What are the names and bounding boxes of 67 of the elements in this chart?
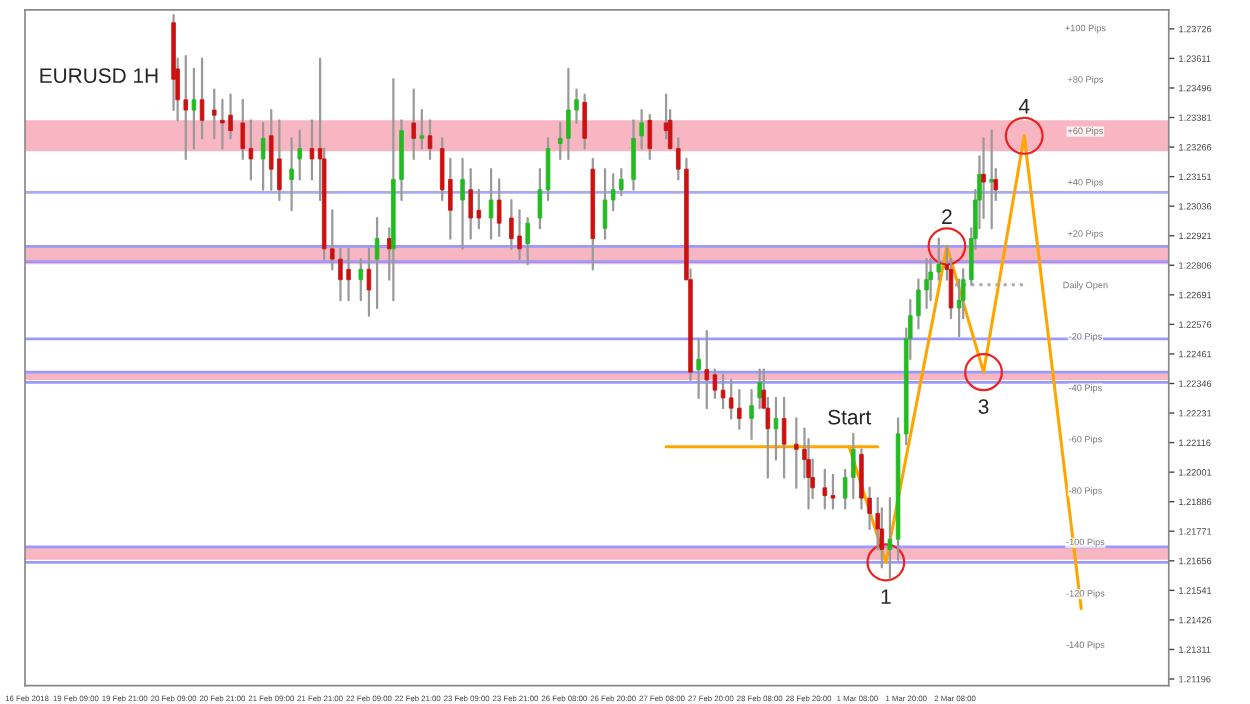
candlestick [220, 98, 225, 150]
candlestick [765, 396, 771, 479]
candlestick [639, 108, 644, 150]
candlestick [525, 216, 530, 266]
candlestick [297, 129, 302, 181]
candlestick [773, 396, 779, 461]
candlestick [647, 114, 653, 161]
candlestick [936, 237, 942, 281]
candlestick [728, 378, 734, 420]
candlestick [183, 55, 189, 161]
candlestick [309, 119, 315, 181]
candlestick [924, 258, 929, 310]
candlestick [419, 108, 425, 150]
candlestick [537, 168, 543, 230]
annotation: Start [828, 409, 872, 425]
candlestick [468, 168, 473, 240]
candlestick [822, 468, 828, 510]
candlestick [248, 119, 254, 181]
candlestick [610, 173, 616, 212]
candlestick [240, 98, 246, 161]
candlestick [619, 168, 624, 196]
candlestick [989, 129, 994, 230]
candlestick [582, 93, 587, 150]
candlestick [696, 337, 701, 399]
candlestick [346, 247, 351, 302]
text: EURUSD 1H [40, 68, 158, 84]
candlestick [602, 168, 608, 240]
annotation: 2 [942, 209, 952, 224]
candlestick [199, 57, 205, 140]
candlestick [631, 119, 636, 191]
candlestick [289, 137, 294, 212]
candlestick [260, 121, 266, 191]
candlestick [566, 67, 571, 161]
candlestick [374, 216, 380, 310]
candlestick [496, 178, 502, 238]
candlestick [704, 329, 710, 410]
candlestick [749, 389, 754, 441]
candlestick [720, 373, 726, 410]
candlestick [476, 188, 482, 230]
candlestick [851, 432, 856, 500]
candlestick [269, 108, 274, 191]
candlestick [830, 473, 836, 510]
candlestick [509, 198, 514, 250]
candlestick [277, 119, 282, 202]
annotation: 4 [1018, 99, 1030, 114]
candlestick [358, 258, 364, 302]
candlestick [859, 448, 864, 510]
candlestick [228, 93, 233, 140]
candlestick [427, 119, 433, 161]
candlestick [781, 396, 787, 479]
candlestick [794, 417, 799, 489]
candlestick [545, 137, 551, 202]
candlestick [411, 88, 416, 161]
candlestick [212, 88, 217, 140]
candlestick [460, 157, 465, 250]
candlestick [517, 209, 522, 261]
candlestick [712, 368, 718, 399]
candlestick [366, 247, 372, 317]
annotation: 1 [881, 589, 891, 604]
candlestick [488, 168, 494, 240]
candlestick [887, 497, 893, 579]
candlestick [737, 389, 742, 430]
candlestick [338, 247, 343, 302]
candlestick [757, 368, 762, 410]
annotation: 3 [978, 399, 989, 414]
candlestick [191, 67, 197, 150]
candlestick [928, 258, 933, 302]
